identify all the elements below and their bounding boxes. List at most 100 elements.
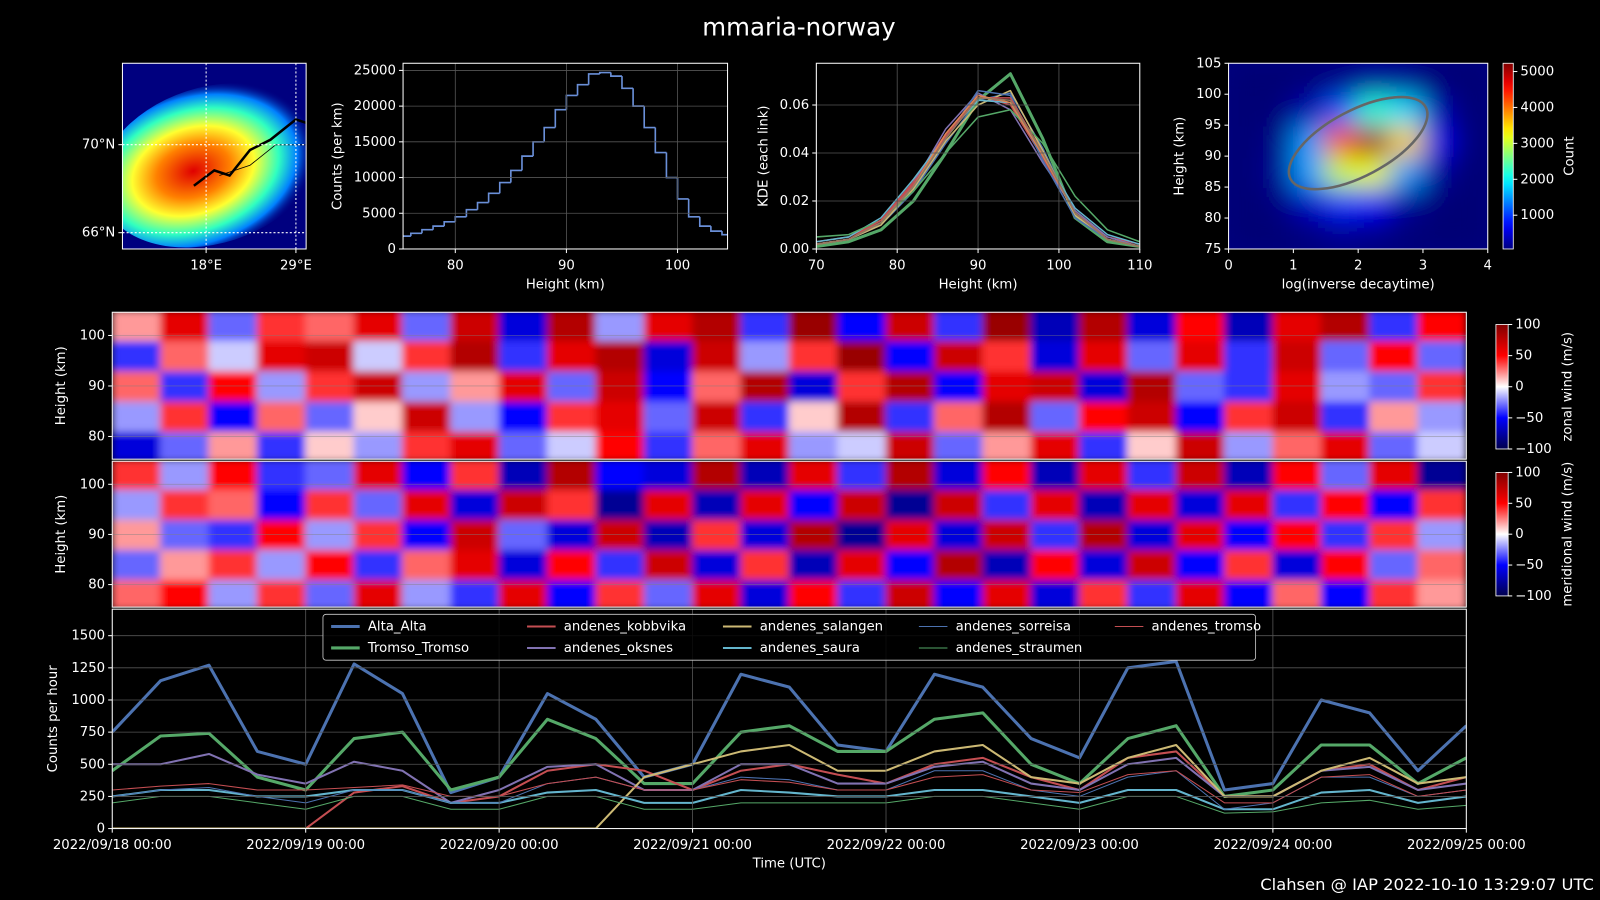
wind-cell bbox=[1030, 461, 1080, 490]
legend-label: andenes_straumen bbox=[956, 641, 1083, 656]
wind-cell bbox=[401, 312, 452, 342]
wind-cell bbox=[1272, 461, 1322, 490]
density-cell bbox=[1454, 186, 1488, 220]
wind-cell bbox=[982, 400, 1032, 432]
wind-cell bbox=[1417, 461, 1467, 490]
plot-frame bbox=[1228, 62, 1489, 250]
wind-cell bbox=[1272, 430, 1322, 460]
wind-cell bbox=[1127, 312, 1177, 342]
y-tick-label: 90 bbox=[88, 527, 105, 542]
colorbar-tick-label: 50 bbox=[1515, 496, 1532, 511]
wind-cell bbox=[1369, 430, 1419, 460]
wind-cell bbox=[1127, 430, 1177, 460]
histogram-step bbox=[698, 216, 711, 227]
wind-cell bbox=[208, 312, 258, 342]
wind-cell bbox=[595, 488, 645, 520]
histogram-step bbox=[654, 127, 667, 154]
y-tick-label: 80 bbox=[88, 578, 105, 593]
y-tick-label: 70°N bbox=[82, 138, 115, 153]
wind-cell bbox=[595, 548, 645, 581]
wind-cell bbox=[208, 400, 258, 432]
legend-label: andenes_oksnes bbox=[564, 641, 673, 656]
series-line bbox=[112, 788, 1467, 811]
x-axis-label: Height (km) bbox=[526, 278, 605, 293]
y-axis-label: Height (km) bbox=[1173, 117, 1188, 196]
wind-cell bbox=[160, 488, 210, 520]
histogram-step bbox=[465, 208, 478, 217]
wind-cell bbox=[1417, 579, 1467, 608]
x-tick-label: 100 bbox=[1046, 258, 1071, 273]
y-tick-label: 95 bbox=[1205, 118, 1222, 133]
wind-cell bbox=[1272, 488, 1322, 520]
wind-cell bbox=[112, 488, 162, 520]
wind-cell bbox=[401, 579, 452, 608]
y-tick-label: 0 bbox=[97, 822, 105, 837]
wind-cell bbox=[1030, 340, 1080, 372]
x-tick-label: 2022/09/22 00:00 bbox=[827, 838, 946, 853]
wind-cell bbox=[401, 340, 452, 372]
wind-cell bbox=[450, 400, 500, 432]
y-tick-label: 10000 bbox=[354, 171, 396, 186]
wind-cell bbox=[498, 312, 548, 342]
wind-cell bbox=[692, 312, 742, 342]
histogram-step bbox=[587, 73, 600, 85]
wind-cell bbox=[595, 400, 645, 432]
wind-cell bbox=[1320, 548, 1371, 581]
wind-cell bbox=[595, 430, 645, 460]
wind-cell bbox=[353, 430, 403, 460]
wind-cell bbox=[305, 488, 355, 520]
histogram-step bbox=[643, 106, 656, 129]
x-axis-label: Height (km) bbox=[939, 278, 1018, 293]
y-axis-label: Counts per hour bbox=[46, 665, 61, 773]
density-cell bbox=[1292, 155, 1327, 189]
y-tick-label: 1500 bbox=[71, 629, 105, 644]
colorbar-tick-label: 3000 bbox=[1520, 136, 1554, 151]
wind-cell bbox=[1320, 340, 1371, 372]
wind-cell bbox=[1320, 400, 1371, 432]
y-tick-label: 0.04 bbox=[780, 146, 810, 161]
wind-cell bbox=[933, 579, 984, 608]
wind-cell bbox=[498, 548, 548, 581]
wind-cell bbox=[353, 548, 403, 581]
wind-cell bbox=[305, 340, 355, 372]
wind-cell bbox=[837, 461, 887, 490]
histogram-step bbox=[687, 198, 700, 218]
y-tick-label: 100 bbox=[1196, 87, 1221, 102]
density-cell bbox=[1357, 186, 1392, 220]
wind-cell bbox=[1417, 340, 1467, 372]
histogram-step bbox=[443, 221, 456, 227]
wind-cell bbox=[160, 400, 210, 432]
density-cell bbox=[1228, 155, 1262, 189]
wind-cell bbox=[1030, 312, 1080, 342]
wind-cell bbox=[982, 430, 1032, 460]
wind-cell bbox=[208, 461, 258, 490]
footer: Clahsen @ IAP 2022-10-10 13:29:07 UTC bbox=[1260, 875, 1594, 894]
colorbar-tick-label: 1000 bbox=[1520, 208, 1554, 223]
wind-cell bbox=[498, 461, 548, 490]
colorbar bbox=[1502, 62, 1514, 250]
contour bbox=[1287, 95, 1429, 191]
plot-frame bbox=[111, 460, 1467, 608]
wind-cell bbox=[740, 430, 790, 460]
wind-cell bbox=[692, 340, 742, 372]
density-cell bbox=[1421, 155, 1457, 189]
x-tick-label: 2 bbox=[1354, 258, 1362, 273]
wind-cell bbox=[692, 400, 742, 432]
density-cell bbox=[1454, 155, 1488, 189]
legend-label: Tromso_Tromso bbox=[367, 641, 469, 656]
y-axis-label: Height (km) bbox=[54, 495, 69, 574]
histogram-step bbox=[576, 83, 589, 96]
histogram-step bbox=[598, 71, 611, 74]
wind-cell bbox=[353, 400, 403, 432]
wind-cell bbox=[643, 461, 694, 490]
wind-cell bbox=[546, 488, 597, 520]
wind-cell bbox=[256, 340, 307, 372]
colorbar-tick-label: −100 bbox=[1515, 589, 1551, 604]
density-blob bbox=[122, 83, 307, 248]
wind-cell bbox=[353, 340, 403, 372]
wind-cell bbox=[450, 579, 500, 608]
wind-cell bbox=[837, 548, 887, 581]
wind-cell bbox=[450, 430, 500, 460]
wind-cell bbox=[740, 548, 790, 581]
